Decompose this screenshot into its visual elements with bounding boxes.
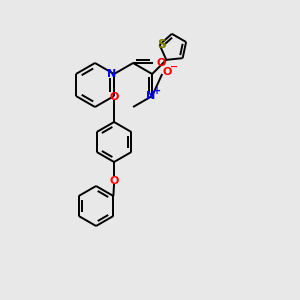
Text: −: − xyxy=(170,62,178,72)
Text: +: + xyxy=(153,86,161,96)
Text: S: S xyxy=(157,38,166,51)
Text: O: O xyxy=(110,176,119,186)
Text: O: O xyxy=(156,58,166,68)
Text: N: N xyxy=(146,91,155,101)
Text: O: O xyxy=(163,67,172,77)
Text: N: N xyxy=(107,69,117,79)
Text: O: O xyxy=(110,92,119,102)
